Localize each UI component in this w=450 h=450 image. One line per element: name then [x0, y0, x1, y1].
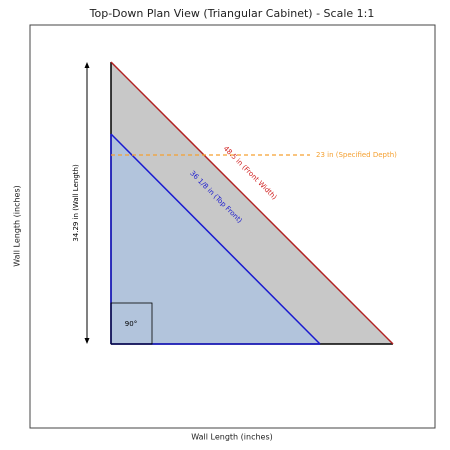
top-front-edge	[110, 133, 321, 345]
y-axis-label: Wall Length (inches)	[13, 185, 22, 267]
x-axis-label: Wall Length (inches)	[191, 433, 273, 442]
arrow-head	[84, 338, 90, 344]
right-angle-box	[110, 302, 153, 345]
title: Top-Down Plan View (Triangular Cabinet) …	[89, 7, 375, 20]
depth-label: 23 in (Specified Depth)	[316, 151, 397, 159]
wall-length-label: 34.29 in (Wall Length)	[72, 164, 80, 242]
right-angle-label: 90°	[125, 320, 137, 328]
arrow-head	[84, 62, 90, 68]
front-edge	[110, 61, 394, 345]
plot-frame	[29, 24, 436, 429]
